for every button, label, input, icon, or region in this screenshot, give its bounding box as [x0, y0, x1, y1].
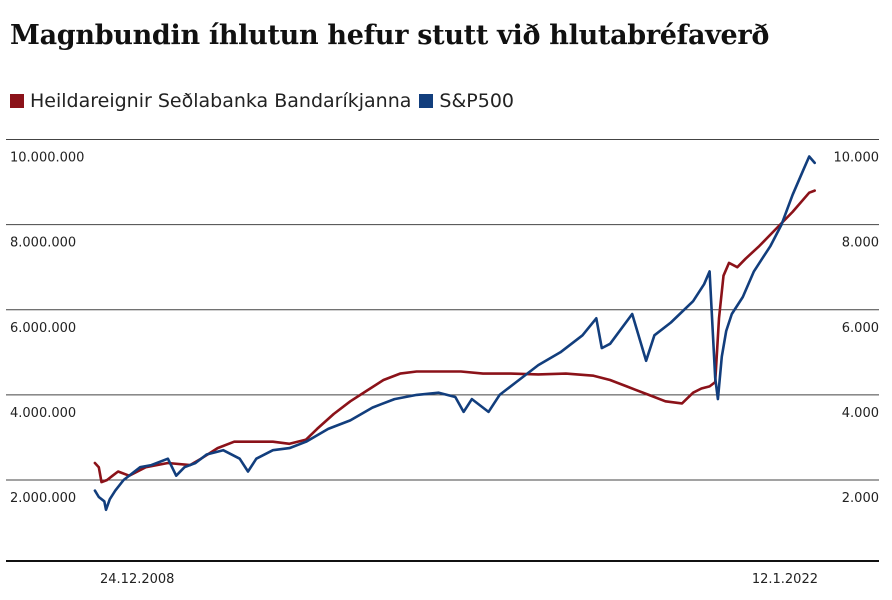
series-line-sp500: [93, 155, 816, 512]
legend-item-fed-assets: Heildareignir Seðlabanka Bandaríkjanna: [10, 90, 411, 112]
right-axis: 10.000 8.000 6.000 4.000 2.000: [834, 151, 880, 507]
right-tick-label: 2.000: [842, 491, 879, 506]
legend-label-fed-assets: Heildareignir Seðlabanka Bandaríkjanna: [30, 90, 412, 112]
left-tick-label: 8.000.000: [10, 236, 76, 251]
left-tick-label: 10.000.000: [10, 151, 84, 166]
legend-label-sp500: S&P500: [439, 90, 515, 112]
left-axis: 10.000.000 8.000.000 6.000.000 4.000.000 2.0…: [10, 151, 84, 507]
chart-title: Magnbundin íhlutun hefur stutt við hluta…: [10, 20, 770, 51]
x-tick-label-end: 12.1.2022: [752, 572, 818, 587]
legend-swatch-sp500: [419, 94, 434, 108]
series-line-fed-assets: [93, 189, 816, 484]
right-tick-label: 4.000: [842, 406, 879, 421]
right-tick-label: 10.000: [834, 151, 880, 166]
right-tick-label: 8.000: [842, 236, 879, 251]
left-tick-label: 6.000.000: [10, 321, 76, 336]
left-tick-label: 4.000.000: [10, 406, 76, 421]
x-axis: 24.12.2008 12.1.2022: [6, 560, 879, 587]
right-tick-label: 6.000: [842, 321, 879, 336]
legend-swatch-fed-assets: [10, 94, 24, 108]
gridlines: [6, 139, 879, 481]
series: [93, 155, 816, 512]
x-tick-label-start: 24.12.2008: [100, 572, 174, 587]
legend-item-sp500: S&P500: [419, 90, 514, 112]
left-tick-label: 2.000.000: [10, 491, 76, 506]
legend: Heildareignir Seðlabanka Bandaríkjanna S…: [10, 90, 522, 112]
